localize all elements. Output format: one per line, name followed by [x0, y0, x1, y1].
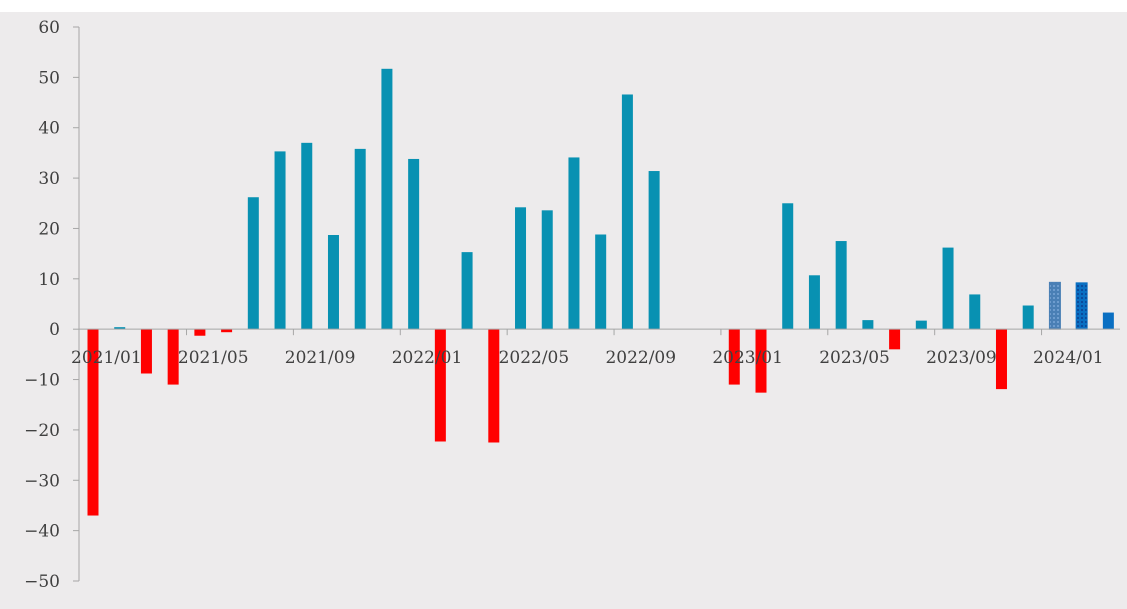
bar-negative	[140, 329, 152, 374]
bar-positive	[1022, 305, 1034, 330]
bar-positive	[648, 171, 660, 330]
y-tick-label: −30	[24, 471, 60, 491]
y-tick-label: −50	[24, 572, 60, 592]
bar-negative	[167, 329, 179, 385]
bar-positive	[461, 252, 473, 330]
bar-positive	[808, 275, 820, 330]
y-tick-label: 10	[38, 270, 60, 290]
bar-negative	[889, 329, 901, 350]
x-tick-label: 2024/01	[1033, 348, 1104, 368]
bar-positive	[942, 247, 954, 330]
bar-positive	[408, 158, 420, 330]
bar-positive	[621, 94, 633, 330]
x-tick-label: 2023/01	[712, 348, 783, 368]
bar-positive	[301, 142, 313, 330]
x-tick-label: 2022/09	[605, 348, 676, 368]
bar-positive	[247, 197, 259, 330]
bar-positive	[1102, 312, 1114, 330]
bar-positive	[381, 68, 393, 330]
bar-positive	[274, 151, 286, 330]
chart-area: 60 50 40 30 20 10 0 −10 −20 −30 −40 −50 2021/01 2021/…	[0, 12, 1127, 609]
bar-negative	[221, 329, 233, 333]
x-tick-label: 2023/09	[926, 348, 997, 368]
y-tick-label: 40	[38, 119, 60, 139]
bar-positive	[568, 157, 580, 330]
bar-negative	[995, 329, 1007, 390]
x-tick-label: 2022/01	[392, 348, 463, 368]
bar-positive	[515, 207, 527, 330]
bar-positive	[1075, 282, 1088, 330]
bar-chart: 60 50 40 30 20 10 0 −10 −20 −30 −40 −50 2021/01 2021/…	[24, 18, 1120, 592]
x-tick-label: 2021/09	[285, 348, 356, 368]
y-tick-label: 20	[38, 219, 60, 239]
bar-positive	[595, 234, 607, 330]
y-tick-label: −20	[24, 421, 60, 441]
bar-positive	[1048, 281, 1061, 330]
bar-negative	[194, 329, 206, 336]
y-tick-label: 50	[38, 68, 60, 88]
bar-positive	[835, 241, 847, 330]
bar-positive	[782, 203, 794, 330]
bar-positive	[354, 148, 366, 330]
bar-negative	[434, 329, 446, 442]
y-tick-label: 0	[49, 320, 60, 340]
bar-positive	[541, 210, 553, 330]
y-tick-label: 60	[38, 18, 60, 38]
bar-negative	[488, 329, 500, 443]
bar-positive	[862, 320, 874, 330]
y-tick-label: −10	[24, 371, 60, 391]
x-tick-label: 2022/05	[499, 348, 570, 368]
y-tick-label: 30	[38, 169, 60, 189]
bar-positive	[969, 294, 981, 330]
x-tick-label: 2023/05	[819, 348, 890, 368]
y-tick-label: −40	[24, 522, 60, 542]
bar-negative	[728, 329, 740, 385]
bar-negative	[87, 329, 99, 516]
x-tick-label: 2021/01	[71, 348, 142, 368]
bar-negative	[755, 329, 767, 393]
bar-positive	[915, 320, 927, 330]
x-tick-label: 2021/05	[178, 348, 249, 368]
bar-positive	[327, 235, 339, 330]
bar-positive	[114, 327, 126, 330]
